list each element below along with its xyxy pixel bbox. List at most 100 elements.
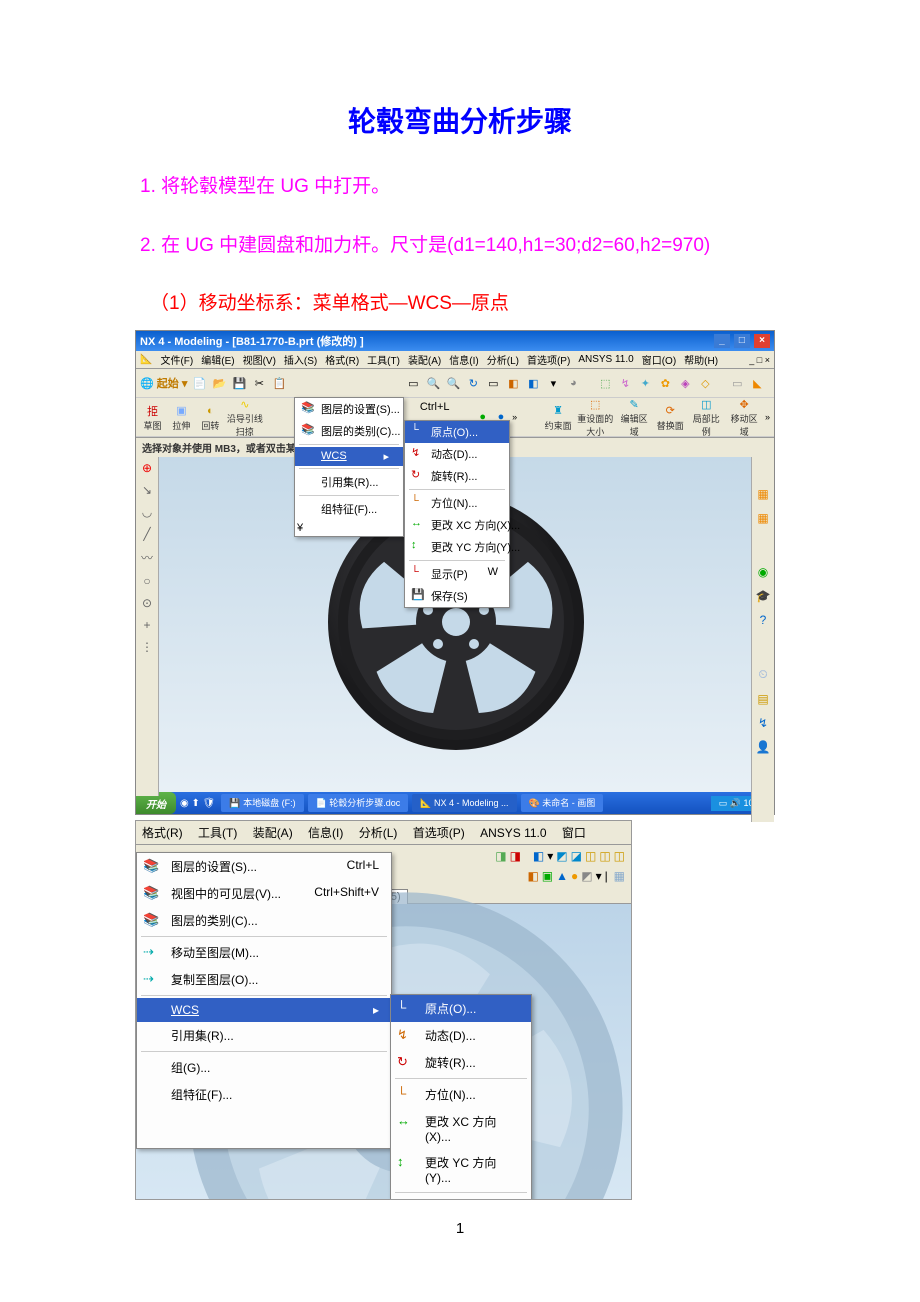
revolve-icon[interactable]: ◐ — [202, 403, 218, 419]
mi-visible-layers[interactable]: 📚视图中的可见层(V)...Ctrl+Shift+V — [137, 880, 391, 907]
tool-icon[interactable]: ? — [760, 613, 767, 627]
menu-prefs[interactable]: 首选项(P) — [413, 826, 465, 840]
sub-display[interactable]: └显示(P)W — [391, 1195, 531, 1200]
menu-assembly[interactable]: 装配(A) — [408, 352, 441, 367]
tb-icon[interactable]: ◈ — [677, 375, 693, 391]
tb-icon[interactable]: ✦ — [637, 375, 653, 391]
menu-window[interactable]: 窗口 — [562, 826, 586, 840]
tool-icon[interactable]: + — [143, 618, 150, 632]
dd-layer-category[interactable]: 📚图层的类别(C)... — [295, 420, 403, 442]
tb-icon[interactable]: ◫ — [614, 849, 625, 863]
tb-icon[interactable]: ◕ — [565, 375, 581, 391]
tb-icon[interactable]: ▾ — [545, 375, 561, 391]
tb-icon[interactable]: ▾ — [547, 849, 553, 863]
tool-icon[interactable]: ↘ — [142, 483, 152, 497]
tool-icon[interactable]: ⊙ — [142, 596, 152, 610]
menu-format[interactable]: 格式(R) — [142, 826, 183, 840]
tb-icon[interactable]: ◧ — [525, 375, 541, 391]
sub-rotate[interactable]: ↻旋转(R)... — [405, 465, 509, 487]
tool-icon[interactable]: ⏲ — [758, 667, 767, 682]
maximize-button[interactable]: □ — [734, 334, 750, 348]
tb-icon[interactable]: ▣ — [542, 869, 553, 883]
sub-xc[interactable]: ↔更改 XC 方向(X)... — [405, 514, 509, 536]
tb-icon[interactable]: ◣ — [749, 375, 765, 391]
tb-icon[interactable]: ◩ — [556, 849, 567, 863]
sub-yc[interactable]: ↕更改 YC 方向(Y)... — [391, 1149, 531, 1190]
replace-icon[interactable]: ⟳ — [662, 403, 678, 419]
tb-icon[interactable]: ↯ — [617, 375, 633, 391]
start-button[interactable]: 🌐 起始 ▾ — [140, 375, 187, 391]
arrows-icon[interactable]: » — [765, 412, 770, 422]
sub-origin[interactable]: └原点(O)... — [391, 995, 531, 1022]
tool-icon[interactable]: ⊕ — [142, 461, 152, 475]
tb-icon[interactable]: ▭ — [729, 375, 745, 391]
task-item[interactable]: 🎨 未命名 - 画图 — [521, 794, 604, 812]
tb-icon[interactable]: ◧ — [533, 849, 544, 863]
tb-icon[interactable]: ✿ — [657, 375, 673, 391]
menu-view[interactable]: 视图(V) — [243, 352, 276, 367]
arrows-icon[interactable]: » — [512, 412, 517, 422]
move-icon[interactable]: ✥ — [736, 396, 752, 412]
menu-format[interactable]: 格式(R) — [325, 352, 359, 367]
tb-icon[interactable]: ● — [571, 869, 578, 883]
mi-group[interactable]: 组(G)... — [137, 1054, 391, 1081]
tool-icon[interactable]: ◡ — [142, 505, 152, 519]
dd-expand[interactable]: ¥ — [295, 520, 403, 536]
tb-icon[interactable]: ◫ — [599, 849, 610, 863]
task-item[interactable]: 📐 NX 4 - Modeling ... — [412, 794, 516, 812]
menu-info[interactable]: 信息(I) — [308, 826, 343, 840]
tool-icon[interactable]: ╱ — [143, 527, 150, 541]
tb-icon[interactable]: ▾ — [596, 869, 602, 883]
mi-wcs[interactable]: WCS▸ — [137, 998, 391, 1022]
tb-icon[interactable]: ↻ — [465, 375, 481, 391]
menu-analysis[interactable]: 分析(L) — [487, 352, 519, 367]
menu-analysis[interactable]: 分析(L) — [359, 826, 398, 840]
tb-icon[interactable]: ◨ — [495, 849, 506, 863]
menu-ansys[interactable]: ANSYS 11.0 — [578, 354, 633, 365]
sub-yc[interactable]: ↕更改 YC 方向(Y)... — [405, 536, 509, 558]
task-item[interactable]: 💾 本地磁盘 (F:) — [221, 794, 303, 812]
menu-assembly[interactable]: 装配(A) — [253, 826, 293, 840]
menu-help[interactable]: 帮助(H) — [684, 352, 718, 367]
menu-window[interactable]: 窗口(O) — [642, 352, 676, 367]
sweep-icon[interactable]: ∿ — [237, 396, 253, 412]
tb-icon[interactable]: ◫ — [585, 849, 596, 863]
task-item[interactable]: 📄 轮毂分析步骤.doc — [308, 794, 409, 812]
tool-icon[interactable]: 👤 — [756, 740, 771, 754]
new-icon[interactable]: 📄 — [191, 375, 207, 391]
constraint-icon[interactable]: ♜ — [550, 403, 566, 419]
tb-icon[interactable]: ◩ — [581, 869, 592, 883]
tool-icon[interactable]: 〰 — [141, 549, 153, 566]
mi-groupfeat[interactable]: 组特征(F)... — [137, 1081, 391, 1108]
dd-refset[interactable]: 引用集(R)... — [295, 471, 403, 493]
mi-refset[interactable]: 引用集(R)... — [137, 1022, 391, 1049]
resize-icon[interactable]: ⬚ — [587, 396, 603, 412]
tb-icon[interactable]: ◨ — [510, 849, 521, 863]
menu-info[interactable]: 信息(I) — [449, 352, 478, 367]
menu-file[interactable]: 文件(F) — [160, 352, 193, 367]
tb-icon[interactable]: ◧ — [505, 375, 521, 391]
tool-icon[interactable]: ⋮ — [141, 640, 153, 654]
tool-icon[interactable]: ▦ — [757, 511, 768, 525]
tool-icon[interactable]: ◉ — [758, 565, 768, 579]
copy-icon[interactable]: 📋 — [271, 375, 287, 391]
minimize-button[interactable]: _ — [714, 334, 730, 348]
save-icon[interactable]: 💾 — [231, 375, 247, 391]
sub-orient[interactable]: └方位(N)... — [391, 1081, 531, 1108]
sub-dynamic[interactable]: ↯动态(D)... — [391, 1022, 531, 1049]
quicklaunch[interactable]: ◉ ⬆ 🛡 — [180, 798, 215, 809]
tool-icon[interactable]: 🎓 — [756, 589, 771, 603]
mi-layer-category[interactable]: 📚图层的类别(C)... — [137, 907, 391, 934]
tool-icon[interactable]: ○ — [143, 574, 150, 588]
mi-layer-settings[interactable]: 📚图层的设置(S)...Ctrl+L — [137, 853, 391, 880]
menu-tools[interactable]: 工具(T) — [367, 352, 400, 367]
mi-copy-layer[interactable]: ⇢复制至图层(O)... — [137, 966, 391, 993]
tool-icon[interactable]: ↯ — [758, 716, 768, 730]
tb-icon[interactable]: 🔍 — [445, 375, 461, 391]
open-icon[interactable]: 📂 — [211, 375, 227, 391]
sketch-icon[interactable]: 挋 — [144, 403, 160, 419]
sub-rotate[interactable]: ↻旋转(R)... — [391, 1049, 531, 1076]
tb-icon[interactable]: 🔍 — [425, 375, 441, 391]
sub-origin[interactable]: └原点(O)... — [405, 421, 509, 443]
tb-icon[interactable]: ◪ — [571, 849, 582, 863]
